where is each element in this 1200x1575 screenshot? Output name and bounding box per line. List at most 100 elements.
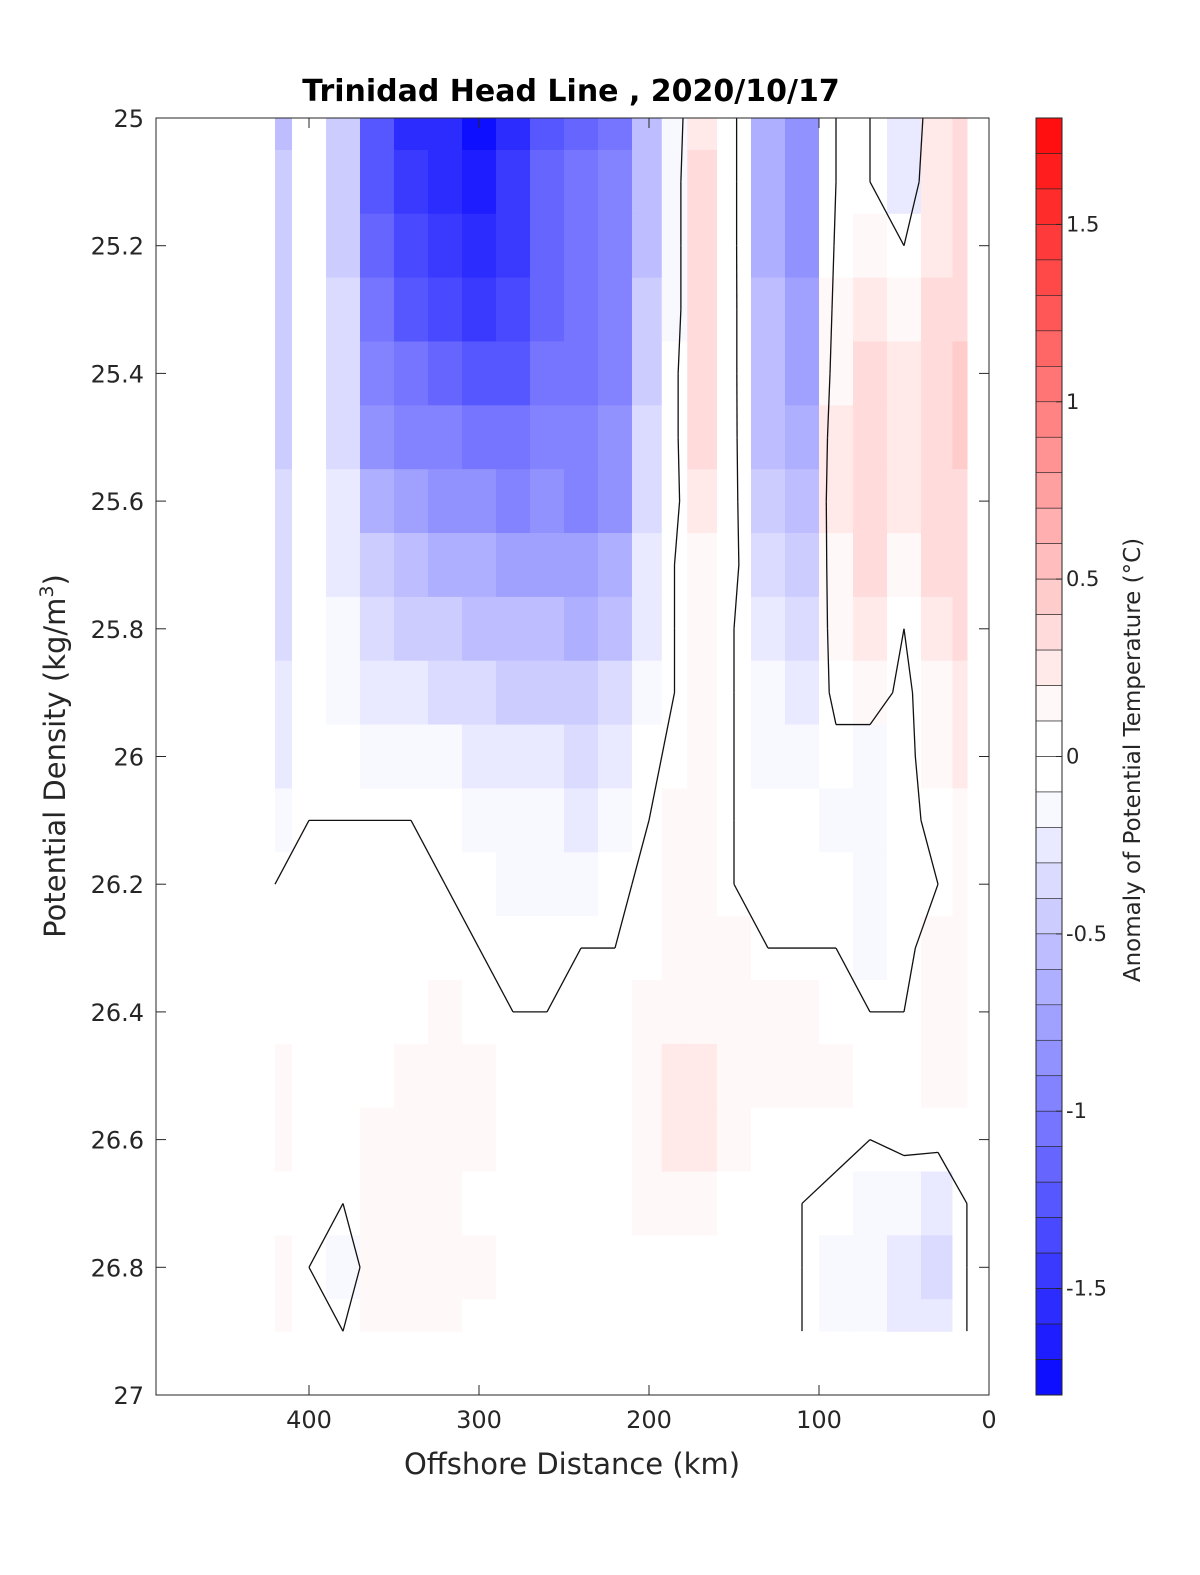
x-tick-label: 300 xyxy=(456,1406,502,1434)
heatmap-cell xyxy=(530,341,565,406)
heatmap-cell xyxy=(530,1299,565,1332)
heatmap-cell xyxy=(360,724,395,790)
heatmap-cell xyxy=(921,1171,954,1236)
heatmap-cell xyxy=(530,788,565,853)
heatmap-cell xyxy=(564,469,599,534)
colorbar-tick-label: -1.5 xyxy=(1066,1277,1107,1301)
heatmap-cell xyxy=(496,118,531,151)
zero-contour-segment xyxy=(478,947,514,1013)
heatmap-cell xyxy=(921,469,954,534)
heatmap-cell xyxy=(326,596,361,662)
heatmap-cell xyxy=(921,277,954,343)
heatmap-cell xyxy=(687,1235,718,1300)
heatmap-cell xyxy=(687,1043,718,1109)
colorbar-band xyxy=(1035,1323,1063,1360)
heatmap-cell xyxy=(598,1299,633,1332)
heatmap-cell xyxy=(275,1171,293,1236)
heatmap-cell xyxy=(632,1235,663,1300)
heatmap-cell xyxy=(687,979,718,1045)
zero-contour-segment xyxy=(342,1267,361,1332)
zero-contour-segment xyxy=(903,181,920,246)
zero-contour-segment xyxy=(614,884,633,949)
heatmap-cell xyxy=(921,1043,954,1109)
heatmap-cell xyxy=(564,1171,599,1236)
heatmap-cell xyxy=(717,1235,752,1300)
heatmap-cell xyxy=(530,660,565,726)
heatmap-cell xyxy=(394,341,429,406)
heatmap-cell xyxy=(275,118,293,151)
y-axis-label-main: Potential Density (kg/m xyxy=(38,598,72,938)
heatmap-cell xyxy=(275,788,293,853)
heatmap-cell xyxy=(887,341,922,406)
heatmap-cell xyxy=(275,1235,293,1300)
heatmap-cell xyxy=(275,979,293,1045)
heatmap-cell xyxy=(428,596,463,662)
heatmap-cell xyxy=(751,596,786,662)
heatmap-cell xyxy=(394,277,429,343)
heatmap-cell xyxy=(326,852,361,917)
y-tick-label: 26.6 xyxy=(91,1127,144,1155)
y-tick-label: 26.4 xyxy=(91,999,144,1027)
heatmap-cell xyxy=(496,213,531,279)
heatmap-cell xyxy=(564,1043,599,1109)
heatmap-cell xyxy=(853,1235,888,1300)
zero-contour-segment xyxy=(410,820,446,885)
heatmap-cell xyxy=(564,660,599,726)
heatmap-cell xyxy=(496,660,531,726)
heatmap-cell xyxy=(751,724,786,790)
heatmap-cell xyxy=(275,916,293,981)
heatmap-cell xyxy=(632,213,663,279)
y-tick-label: 25.8 xyxy=(91,616,144,644)
colorbar-band xyxy=(1035,472,1063,509)
heatmap-cell xyxy=(530,277,565,343)
heatmap-cell xyxy=(326,1107,361,1173)
zero-contour-segment xyxy=(829,309,833,374)
zero-contour-segment xyxy=(826,628,830,693)
heatmap-cell xyxy=(952,1235,968,1300)
heatmap-cell xyxy=(853,1171,888,1236)
heatmap-cell xyxy=(326,660,361,726)
heatmap-cell xyxy=(853,660,888,726)
heatmap-cell xyxy=(428,149,463,215)
heatmap-cell xyxy=(751,979,786,1045)
chart-title: Trinidad Head Line , 2020/10/17 xyxy=(302,74,839,109)
heatmap-cell xyxy=(751,469,786,534)
heatmap-cell xyxy=(530,533,565,598)
heatmap-cell xyxy=(952,1299,968,1332)
heatmap-cell xyxy=(598,1171,633,1236)
heatmap-cell xyxy=(564,149,599,215)
heatmap-cell xyxy=(921,979,954,1045)
colorbar-band xyxy=(1035,330,1063,367)
zero-contour-segment xyxy=(903,1151,939,1157)
heatmap-cell xyxy=(530,1043,565,1109)
colorbar-band xyxy=(1035,756,1063,793)
heatmap-cell xyxy=(785,118,820,151)
heatmap-cell xyxy=(661,979,688,1045)
heatmap-cell xyxy=(661,149,688,215)
heatmap-cell xyxy=(428,1107,463,1173)
heatmap-cell xyxy=(952,1171,968,1236)
heatmap-cell xyxy=(921,1299,954,1332)
heatmap-cell xyxy=(661,1043,688,1109)
x-tick-label: 200 xyxy=(626,1406,672,1434)
zero-contour-segment xyxy=(736,437,739,502)
heatmap-cell xyxy=(462,660,497,726)
zero-contour-segment xyxy=(342,1203,361,1268)
colorbar-band xyxy=(1035,1217,1063,1254)
heatmap-cell xyxy=(326,1235,361,1300)
colorbar-band xyxy=(1035,933,1063,970)
heatmap-cell xyxy=(751,1043,786,1109)
heatmap-cell xyxy=(360,1107,395,1173)
colorbar-band xyxy=(1035,117,1063,154)
heatmap-cell xyxy=(598,341,633,406)
colorbar-tick-label: 1 xyxy=(1066,390,1079,414)
heatmap-cell xyxy=(360,1171,395,1236)
heatmap-cell xyxy=(275,660,293,726)
heatmap-cell xyxy=(394,852,429,917)
heatmap-cell xyxy=(428,341,463,406)
zero-contour-segment xyxy=(833,181,837,246)
heatmap-cell xyxy=(921,916,954,981)
heatmap-cell xyxy=(496,469,531,534)
heatmap-cell xyxy=(952,979,968,1045)
